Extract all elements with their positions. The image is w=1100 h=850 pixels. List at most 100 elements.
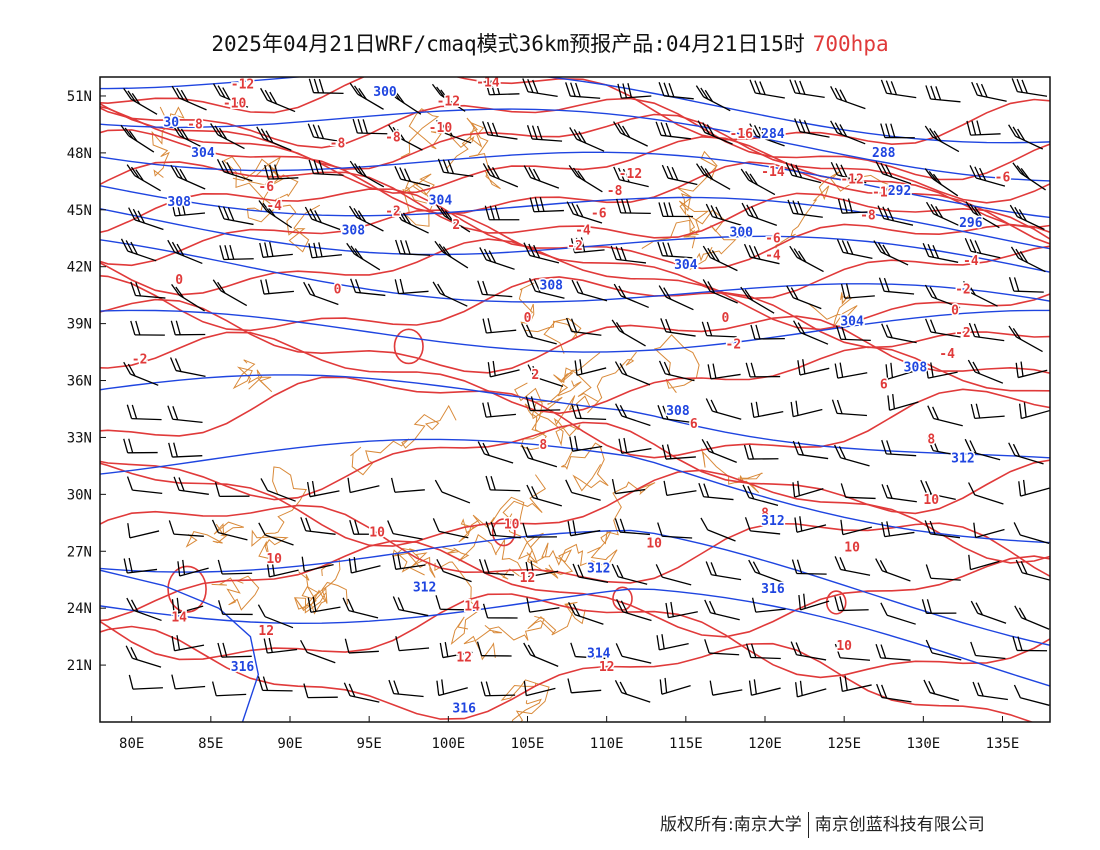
wind-barb: [521, 323, 557, 345]
wind-barb: [1012, 636, 1048, 652]
wind-barb: [482, 318, 517, 334]
temperature-closed-contour: [167, 565, 207, 613]
wind-barb: [611, 478, 646, 495]
wind-barb: [126, 476, 163, 495]
border-line: [446, 117, 501, 190]
y-tick-label: 21N: [67, 658, 92, 674]
wind-barb: [123, 87, 158, 115]
temperature-isotherm: [100, 209, 1050, 300]
x-tick-label: 110E: [590, 736, 624, 752]
temperature-label: 8: [927, 432, 935, 447]
border-line: [293, 581, 348, 615]
border-line: [223, 155, 321, 253]
wind-barb: [658, 202, 693, 218]
temperature-label: -12: [231, 78, 254, 93]
wind-barb: [211, 681, 247, 697]
wind-barb: [211, 519, 248, 541]
temperature-label: 8: [761, 506, 769, 521]
temperature-label: -10: [223, 97, 247, 112]
wind-barb: [968, 554, 1000, 571]
wind-barb: [704, 639, 740, 656]
temperature-contours: [100, 77, 1050, 722]
wind-barb: [349, 519, 384, 535]
temperature-label: -6: [995, 171, 1011, 186]
wind-barb: [523, 165, 560, 189]
y-tick-label: 36N: [67, 374, 92, 390]
wind-barb: [349, 82, 384, 110]
border-line: [518, 282, 582, 354]
wind-barb: [1015, 559, 1050, 581]
footer-right: 南京创蓝科技有限公司: [814, 815, 985, 835]
temperature-label: 0: [334, 282, 342, 297]
wind-barb: [212, 279, 248, 307]
map-frame: [99, 76, 1051, 723]
wind-barb: [794, 516, 827, 533]
wind-barb: [171, 283, 205, 312]
wind-barb: [1013, 684, 1050, 706]
wind-barb: [840, 483, 876, 500]
temperature-isotherm: [100, 97, 1050, 181]
wind-barb: [478, 559, 515, 576]
wind-barb: [212, 83, 249, 108]
wind-barb: [571, 279, 608, 302]
wind-barb: [792, 440, 829, 460]
wind-barb: [436, 679, 468, 697]
wind-barb: [301, 556, 334, 572]
temperature-label: 0: [722, 311, 730, 326]
wind-barb: [306, 480, 340, 498]
y-tick-label: 24N: [67, 601, 92, 617]
height-label: 30: [163, 116, 179, 131]
height-label: 300: [730, 226, 754, 241]
axes: 80E 85E 90E 95E 100E 105E 110E 115E 120E 125E 130E…: [67, 89, 1020, 752]
wind-barb: [925, 564, 961, 581]
temperature-label: 0: [175, 273, 183, 288]
wind-barb: [702, 245, 738, 272]
wind-barb: [522, 522, 557, 538]
temperature-label: 12: [456, 651, 472, 666]
wind-barb: [749, 123, 785, 147]
border-line: [808, 292, 858, 329]
height-label: 308: [342, 224, 366, 239]
wind-barb: [432, 518, 469, 539]
wind-barb: [969, 165, 1006, 187]
wind-barb: [794, 118, 830, 138]
wind-barb: [830, 86, 866, 110]
temperature-label: -4: [963, 254, 979, 269]
wind-barb: [875, 161, 912, 185]
wind-barb: [1013, 522, 1050, 544]
temperature-label: -2: [567, 239, 583, 254]
wind-barb: [168, 442, 203, 458]
wind-barb: [436, 559, 472, 583]
wind-barb: [793, 320, 829, 345]
temperature-label: 10: [836, 639, 852, 654]
temperature-label: -4: [266, 199, 282, 214]
wind-barb: [657, 405, 693, 424]
wind-barb: [171, 635, 205, 652]
y-tick-label: 48N: [67, 146, 92, 162]
wind-barb: [837, 198, 873, 214]
temperature-label: -14: [476, 76, 500, 91]
wind-barb: [1008, 124, 1044, 150]
height-contour: [100, 77, 1050, 144]
wind-barb: [748, 679, 781, 696]
wind-barb: [126, 404, 162, 421]
temperature-label: -6: [258, 180, 274, 195]
border-line: [553, 351, 637, 414]
border-line: [500, 679, 550, 722]
wind-barb: [264, 164, 299, 180]
wind-barb: [485, 80, 520, 96]
wind-barb: [307, 596, 341, 613]
wind-barb: [126, 597, 162, 622]
wind-barb: [260, 87, 296, 113]
height-label: 308: [666, 404, 690, 419]
temperature-label: 10: [266, 552, 282, 567]
height-label: 314: [587, 647, 611, 662]
wind-barb: [614, 361, 651, 386]
wind-barb: [390, 477, 425, 493]
wind-barb: [126, 164, 161, 192]
wind-barb: [392, 596, 429, 617]
wind-barb: [741, 202, 778, 227]
border-line: [151, 106, 185, 178]
wind-barb: [921, 599, 957, 614]
height-label: 316: [452, 702, 476, 717]
